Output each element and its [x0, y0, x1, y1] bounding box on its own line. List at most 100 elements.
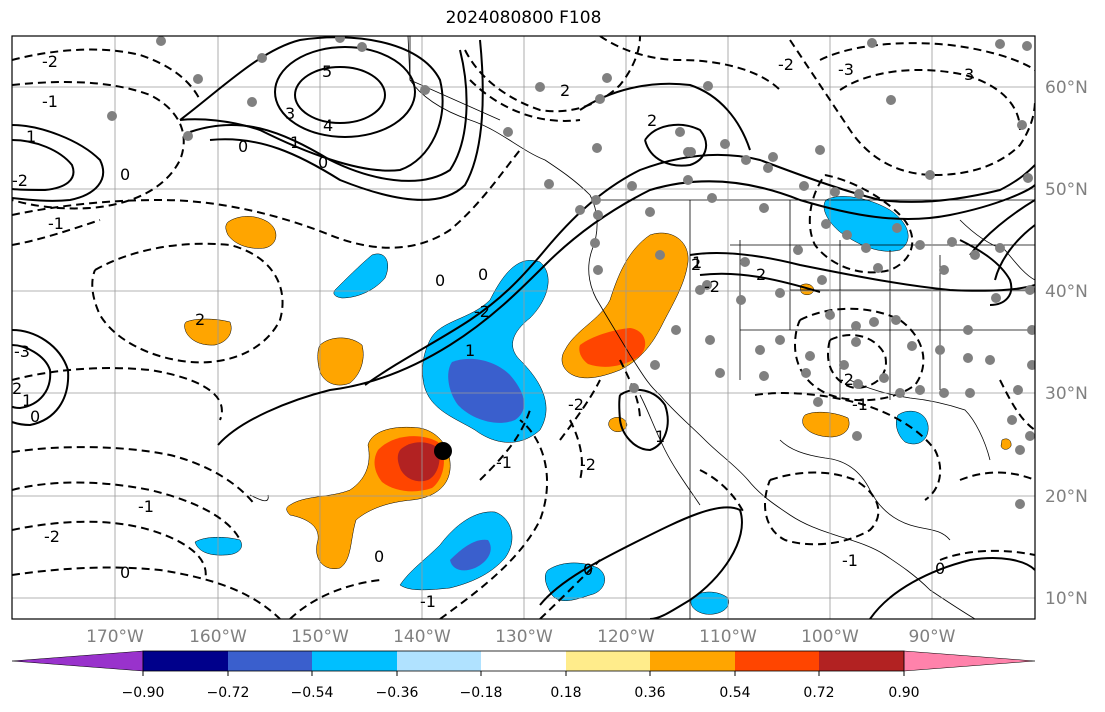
lon-label-140w: 140°W: [393, 627, 451, 647]
colorbar: −0.90 −0.72 −0.54 −0.36 −0.18 0.18 0.36 …: [11, 650, 1036, 701]
contour-label: 1: [465, 341, 475, 360]
blue-dark-south: [450, 539, 491, 571]
contour-label: 1: [26, 127, 36, 146]
contour-label: 1: [290, 133, 300, 152]
contour-label: 0: [478, 265, 488, 284]
colorbar-segment: [397, 651, 481, 671]
colorbar-tick-label: −0.18: [460, 685, 503, 701]
contour-label: -3: [838, 60, 854, 79]
contour-label: 5: [322, 62, 332, 81]
blue-region-small-se: [690, 591, 730, 615]
lat-label-40n: 40°N: [1045, 282, 1088, 302]
colorbar-segment-under: [11, 650, 144, 672]
contour-label: 3: [964, 65, 974, 84]
contour-label: -1: [852, 395, 868, 414]
contour-label: 3: [285, 104, 295, 123]
colorbar-tick-label: −0.36: [376, 685, 419, 701]
contour-label: 2: [560, 81, 570, 100]
orange-region-west1: [225, 216, 277, 249]
contour-label: -2: [778, 55, 794, 74]
colorbar-segment: [228, 651, 312, 671]
lon-label-130w: 130°W: [495, 627, 553, 647]
contour-label: -1: [420, 592, 436, 611]
orange-region-west2: [184, 318, 232, 346]
contour-label: 2: [195, 310, 205, 329]
colorbar-segment: [650, 651, 735, 671]
contour-label: -2: [568, 395, 584, 414]
red-region-coast: [579, 328, 646, 367]
contour-label: -2: [12, 171, 28, 190]
contour-label: -1: [138, 497, 154, 516]
dashed-contours: [12, 36, 1035, 619]
solid-contours: [12, 36, 1035, 619]
blue-dark-central: [448, 358, 525, 423]
contour-labels: 5 4 3 1 0 0 -1 -2 -1 1 -2 2 -3 2 1 0 0 -…: [12, 17, 974, 611]
lat-label-60n: 60°N: [1045, 78, 1088, 98]
contour-label: -1: [496, 453, 512, 472]
contour-label: 4: [323, 116, 333, 135]
contour-label: 0: [935, 559, 945, 578]
contour-label: 1: [655, 427, 665, 446]
map-title: 2024080800 F108: [445, 8, 602, 28]
contour-label: 0: [120, 563, 130, 582]
colorbar-tick-label: 0.18: [550, 685, 581, 701]
orange-region-gulf: [802, 411, 850, 438]
colorbar-tick-label: 0.90: [888, 685, 919, 701]
lat-label-30n: 30°N: [1045, 384, 1088, 404]
colorbar-segment: [143, 651, 228, 671]
contour-label: 0: [435, 271, 445, 290]
contour-label: 2: [647, 111, 657, 130]
contour-label: 0: [583, 560, 593, 579]
lon-label-170w: 170°W: [86, 627, 144, 647]
contour-label: -2: [644, 17, 660, 36]
map-frame: [11, 35, 1036, 620]
colorbar-segment: [481, 651, 566, 671]
colorbar-segment: [566, 651, 650, 671]
colorbar-segment-over: [903, 650, 1036, 672]
colorbar-tick-label: 0.36: [634, 685, 665, 701]
graticule: [12, 36, 1035, 619]
colorbar-tick-label: −0.90: [122, 685, 165, 701]
orange-region-small3: [1000, 438, 1012, 450]
contour-label: 2: [12, 379, 22, 398]
colorbar-segment: [819, 651, 904, 671]
colorbar-segment: [735, 651, 819, 671]
orange-region-west3: [317, 337, 364, 386]
contour-label: 0: [120, 165, 130, 184]
lon-label-110w: 110°W: [699, 627, 757, 647]
orange-region-small1: [608, 417, 628, 433]
shaded-regions: [184, 196, 1012, 615]
lon-label-150w: 150°W: [291, 627, 349, 647]
colorbar-segment: [312, 651, 397, 671]
colorbar-tick-label: 0.72: [803, 685, 834, 701]
lon-label-160w: 160°W: [189, 627, 247, 647]
contour-label: -2: [44, 527, 60, 546]
contour-label: 0: [318, 153, 328, 172]
lat-label-50n: 50°N: [1045, 180, 1088, 200]
lat-label-20n: 20°N: [1045, 487, 1088, 507]
contour-label: 2: [691, 255, 701, 274]
contour-label: 0: [30, 407, 40, 426]
contour-label: -3: [14, 342, 30, 361]
contour-label: 1: [692, 253, 702, 272]
lon-label-90w: 90°W: [909, 627, 956, 647]
coastlines: [249, 36, 1035, 619]
latitude-labels: 60°N 50°N 40°N 30°N 20°N 10°N: [1045, 78, 1088, 609]
contour-label: -2: [704, 277, 720, 296]
contour-label: 0: [238, 137, 248, 156]
blue-region-small-west: [333, 253, 388, 299]
contour-label: 2: [756, 265, 766, 284]
colorbar-tick-label: −0.54: [291, 685, 334, 701]
contour-label: -1: [48, 214, 64, 233]
contour-label: -2: [474, 302, 490, 321]
contour-label: -1: [842, 551, 858, 570]
storm-center-marker: [434, 442, 452, 460]
blue-region-small-east: [544, 562, 605, 601]
lon-label-120w: 120°W: [597, 627, 655, 647]
darkred-region-tropical: [397, 442, 440, 482]
colorbar-tick-label: 0.54: [719, 685, 750, 701]
contour-label: -2: [838, 370, 854, 389]
colorbar-tick-label: −0.72: [207, 685, 250, 701]
map-background: [12, 36, 1035, 619]
